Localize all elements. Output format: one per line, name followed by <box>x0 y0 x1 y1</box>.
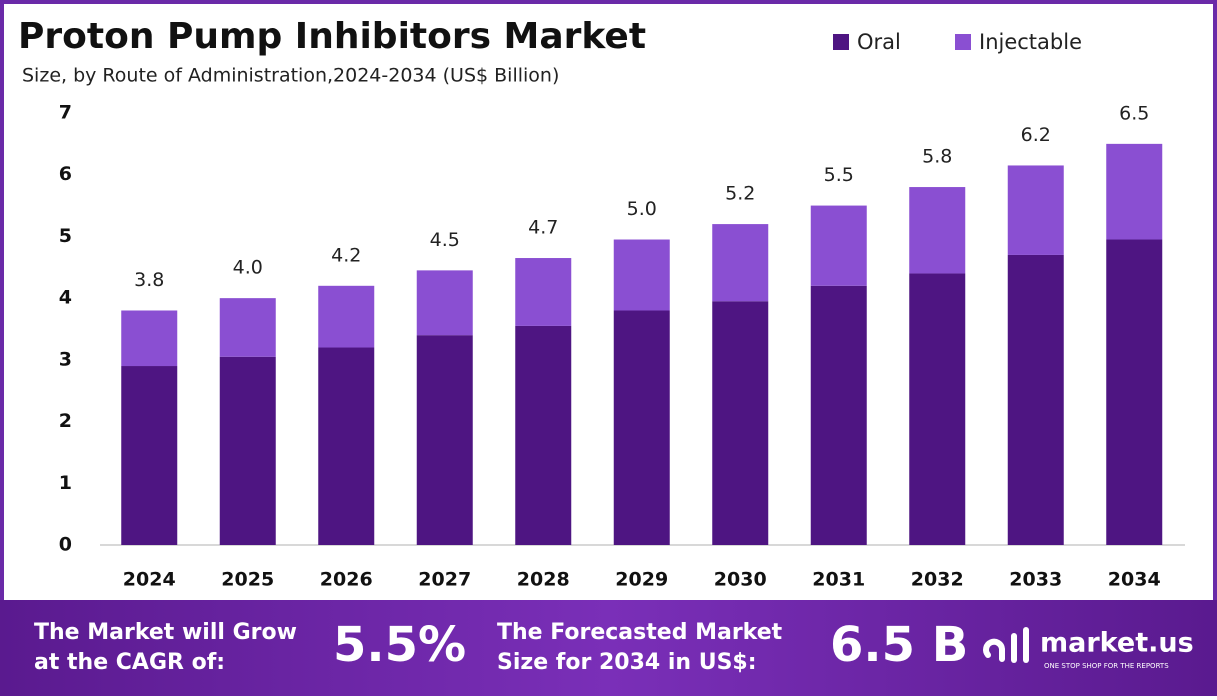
total-label: 4.2 <box>331 244 361 266</box>
y-tick-label: 7 <box>59 102 72 124</box>
x-tick-label: 2027 <box>418 569 471 591</box>
x-tick-label: 2024 <box>123 569 176 591</box>
forecast-text: Size for 2034 in US$: <box>497 650 757 675</box>
total-label: 4.5 <box>430 229 460 251</box>
bar-segment <box>1106 143 1163 240</box>
y-tick-label: 6 <box>59 163 72 185</box>
chart-subtitle: Size, by Route of Administration,2024-20… <box>22 65 559 87</box>
y-tick-label: 0 <box>59 534 72 556</box>
forecast-value: 6.5 B <box>830 617 968 673</box>
bar-segment <box>121 310 178 367</box>
total-label: 3.8 <box>134 269 164 291</box>
y-tick-label: 3 <box>59 348 72 370</box>
bar-segment <box>515 325 572 545</box>
total-label: 6.5 <box>1119 102 1149 124</box>
cagr-text: at the CAGR of: <box>34 650 225 675</box>
bar-segment <box>318 347 375 545</box>
chart-title: Proton Pump Inhibitors Market <box>18 16 646 57</box>
cagr-text: The Market will Grow <box>34 620 297 645</box>
bar-segment <box>909 273 966 545</box>
bar-segment <box>219 298 276 357</box>
y-tick-label: 2 <box>59 410 72 432</box>
forecast-text: The Forecasted Market <box>497 620 783 645</box>
x-tick-label: 2025 <box>221 569 274 591</box>
legend-swatch <box>955 34 971 50</box>
logo-icon <box>983 627 1029 663</box>
bar-segment <box>712 301 769 545</box>
bar-segment <box>1007 165 1064 255</box>
bar-segment <box>810 205 867 286</box>
total-label: 5.0 <box>627 198 657 220</box>
bar-segment <box>810 285 867 545</box>
bar-segment <box>1106 239 1163 545</box>
x-tick-label: 2028 <box>517 569 570 591</box>
bar-segment <box>613 310 670 545</box>
y-tick-label: 5 <box>59 225 72 247</box>
bar-segment <box>712 224 769 302</box>
bar-segment <box>1007 254 1064 545</box>
bar-segment <box>121 366 178 545</box>
x-tick-label: 2033 <box>1009 569 1062 591</box>
x-tick-label: 2026 <box>320 569 373 591</box>
footer-band <box>0 600 1217 696</box>
total-label: 6.2 <box>1021 124 1051 146</box>
bar-segment <box>318 285 375 348</box>
x-tick-label: 2029 <box>615 569 668 591</box>
y-tick-label: 1 <box>59 472 72 494</box>
legend-label: Oral <box>857 30 901 54</box>
cagr-value: 5.5% <box>333 617 466 673</box>
bar-segment <box>219 356 276 545</box>
total-label: 5.2 <box>725 183 755 205</box>
bar-segment <box>515 258 572 326</box>
bar-segment <box>416 270 473 336</box>
x-tick-label: 2034 <box>1108 569 1161 591</box>
x-tick-label: 2030 <box>714 569 767 591</box>
y-tick-label: 4 <box>59 287 72 309</box>
total-label: 5.8 <box>922 146 952 168</box>
total-label: 5.5 <box>824 164 854 186</box>
total-label: 4.7 <box>528 217 558 239</box>
bar-segment <box>909 187 966 274</box>
x-tick-label: 2032 <box>911 569 964 591</box>
bar-segment <box>416 335 473 545</box>
bar-segment <box>613 239 670 311</box>
brand: market.us <box>1040 628 1194 659</box>
legend-label: Injectable <box>979 30 1082 54</box>
tagline: ONE STOP SHOP FOR THE REPORTS <box>1044 662 1169 670</box>
total-label: 4.0 <box>233 257 263 279</box>
legend-swatch <box>833 34 849 50</box>
x-tick-label: 2031 <box>812 569 865 591</box>
